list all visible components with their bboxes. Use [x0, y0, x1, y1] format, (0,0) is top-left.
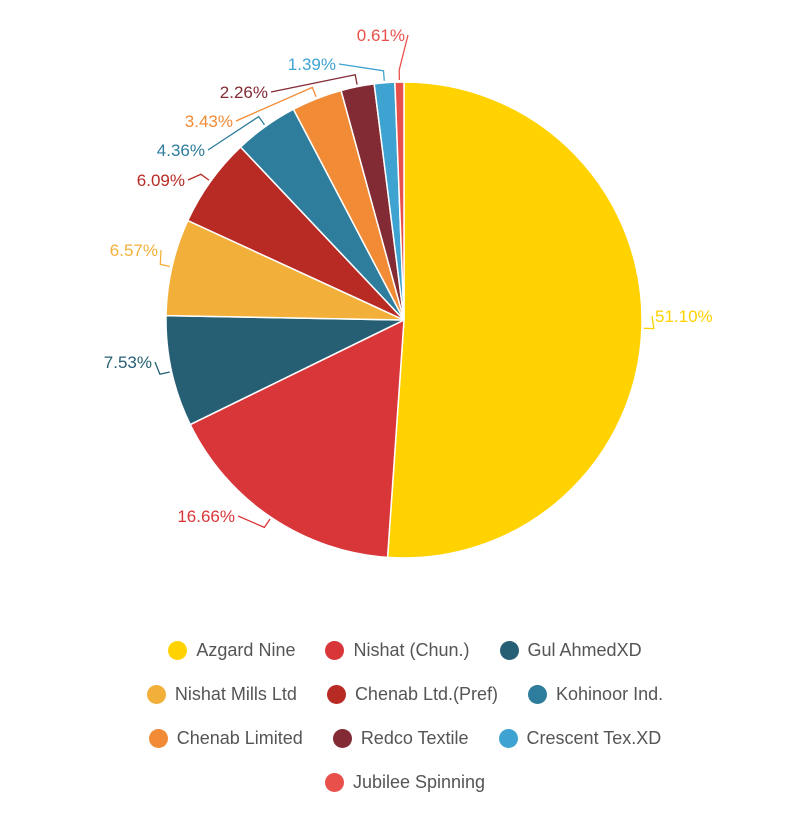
legend-label: Crescent Tex.XD [526, 727, 662, 748]
leader-line [207, 115, 266, 151]
pie-slice-nishat-chun[interactable] [189, 318, 405, 559]
legend-marker [325, 640, 345, 660]
leader-line [154, 361, 170, 375]
data-label: 6.09% [137, 171, 185, 190]
leader-line [398, 34, 409, 81]
data-label: 2.26% [220, 83, 268, 102]
leader-line [270, 74, 358, 93]
data-label: 3.43% [185, 112, 233, 131]
leader-line [237, 515, 271, 529]
legend-marker [168, 640, 188, 660]
legend-marker [528, 684, 548, 704]
legend-marker [148, 728, 168, 748]
legend-row: Nishat Mills Ltd Chenab Ltd.(Pref) Kohin… [0, 672, 810, 716]
legend-item-chenab-limited[interactable]: Chenab Limited [148, 727, 303, 749]
legend-marker [324, 772, 344, 792]
legend-item-kohinoor[interactable]: Kohinoor Ind. [528, 684, 663, 705]
pie-slice-azgard-nine[interactable] [386, 81, 643, 559]
data-label: 51.10% [655, 307, 713, 326]
data-label: 7.53% [104, 353, 152, 372]
legend-marker [498, 728, 518, 748]
pie-slice-gul-ahmedxd[interactable] [165, 314, 405, 426]
pie-slice-jubilee-spinning[interactable] [394, 81, 405, 321]
data-label: 1.39% [288, 55, 336, 74]
legend-item-crescent-tex[interactable]: Crescent Tex.XD [498, 727, 662, 749]
legend-item-jubilee-spinning[interactable]: Jubilee Spinning [324, 771, 486, 793]
data-label: 4.36% [157, 141, 205, 160]
legend-row: Jubilee Spinning [0, 760, 810, 804]
legend-item-nishat-mills[interactable]: Nishat Mills Ltd [146, 683, 297, 705]
legend-item-redco-textile[interactable]: Redco Textile [332, 727, 469, 749]
legend-marker [499, 640, 519, 660]
legend-label: Jubilee Spinning [352, 771, 486, 792]
legend-item-chenab-pref[interactable]: Chenab Ltd.(Pref) [326, 683, 499, 705]
legend-label: Kohinoor Ind. [556, 683, 664, 704]
legend-marker [326, 684, 346, 704]
data-label: 6.57% [110, 241, 158, 260]
legend-item-gul-ahmed[interactable]: Gul AhmedXD [499, 639, 642, 661]
leader-line [235, 86, 317, 122]
legend-marker [146, 684, 166, 704]
legend-label: Redco Textile [360, 727, 469, 748]
legend-marker [332, 728, 352, 748]
legend-item-azgard-nine[interactable]: Azgard Nine [168, 640, 295, 661]
chart-legend: Azgard Nine Nishat (Chun.) Gul AhmedXD N… [0, 628, 810, 804]
legend-label: Nishat Mills Ltd [174, 683, 297, 704]
legend-label: Chenab Ltd.(Pref) [354, 683, 499, 704]
legend-item-nishat-chun[interactable]: Nishat (Chun.) [325, 639, 470, 661]
leader-line [159, 249, 171, 268]
legend-label: Azgard Nine [196, 639, 296, 660]
data-label: 0.61% [357, 26, 405, 45]
legend-label: Nishat (Chun.) [353, 639, 470, 660]
data-label: 16.66% [177, 507, 235, 526]
legend-label: Chenab Limited [176, 727, 303, 748]
leader-line [643, 315, 655, 330]
legend-row: Azgard Nine Nishat (Chun.) Gul AhmedXD [0, 628, 810, 672]
leader-line [187, 173, 210, 181]
legend-row: Chenab Limited Redco Textile Crescent Te… [0, 716, 810, 760]
leader-line [338, 63, 385, 81]
legend-label: Gul AhmedXD [527, 639, 642, 660]
pie-chart: 51.10% 16.66% 7.53% 6.57% 6.09% 4.36% 3.43% 2.2… [104, 26, 713, 559]
